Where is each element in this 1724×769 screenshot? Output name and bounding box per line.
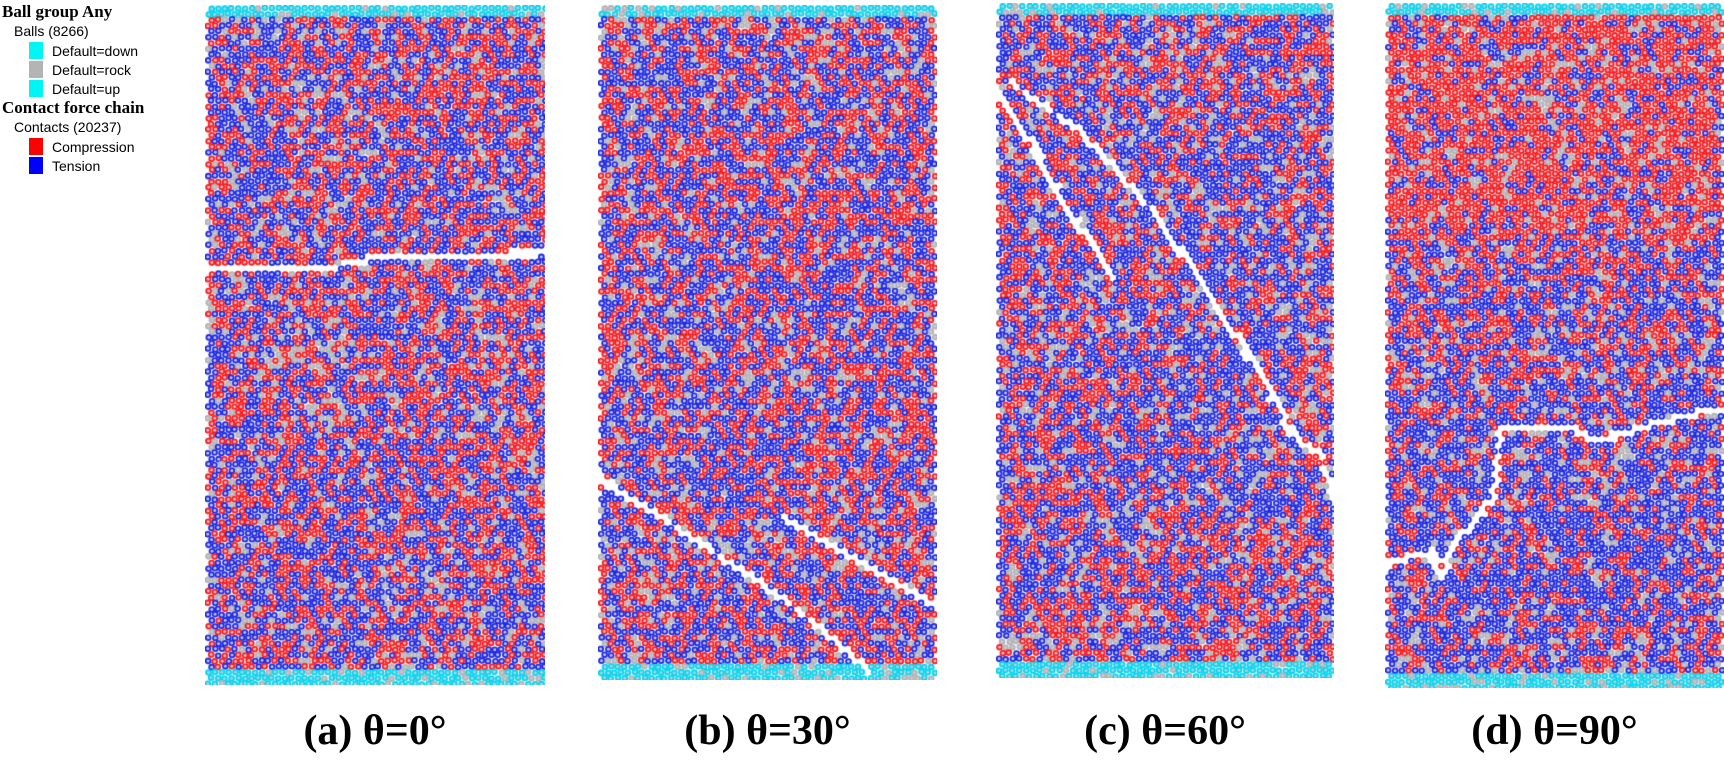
legend-contacts-label: Contacts (20237) <box>14 119 122 135</box>
legend-item-tension: Tension <box>2 156 187 175</box>
specimen-panel-c <box>996 3 1334 678</box>
specimen-panel-b <box>598 5 937 680</box>
legend-swatch-compression <box>29 138 43 155</box>
caption-c: (c) θ=60° <box>1084 708 1246 754</box>
legend-swatch-rock <box>29 61 43 78</box>
legend-swatch-down <box>29 42 43 59</box>
legend-balls-label: Balls (8266) <box>14 23 89 39</box>
legend-item-label: Default=rock <box>52 61 131 78</box>
caption-d: (d) θ=90° <box>1471 708 1638 754</box>
particle-canvas-d <box>1385 3 1724 688</box>
legend-item-label: Default=up <box>52 80 121 97</box>
legend-ball-group-title: Ball group Any <box>2 2 113 21</box>
particle-canvas-b <box>598 5 937 680</box>
specimen-panel-d <box>1385 3 1724 688</box>
legend: Ball group Any Balls (8266) Default=down… <box>2 2 187 175</box>
legend-item-default-down: Default=down <box>2 41 187 60</box>
legend-item-label: Tension <box>52 157 101 174</box>
legend-swatch-up <box>29 80 43 97</box>
legend-item-label: Compression <box>52 138 135 155</box>
legend-item-default-up: Default=up <box>2 79 187 98</box>
legend-item-compression: Compression <box>2 137 187 156</box>
legend-contact-title: Contact force chain <box>2 98 145 117</box>
legend-item-default-rock: Default=rock <box>2 60 187 79</box>
particle-canvas-a <box>205 5 545 685</box>
caption-b: (b) θ=30° <box>684 708 851 754</box>
legend-item-label: Default=down <box>52 42 139 59</box>
particle-canvas-c <box>996 3 1334 678</box>
caption-a: (a) θ=0° <box>303 708 447 754</box>
legend-swatch-tension <box>29 157 43 174</box>
specimen-panel-a <box>205 5 545 685</box>
